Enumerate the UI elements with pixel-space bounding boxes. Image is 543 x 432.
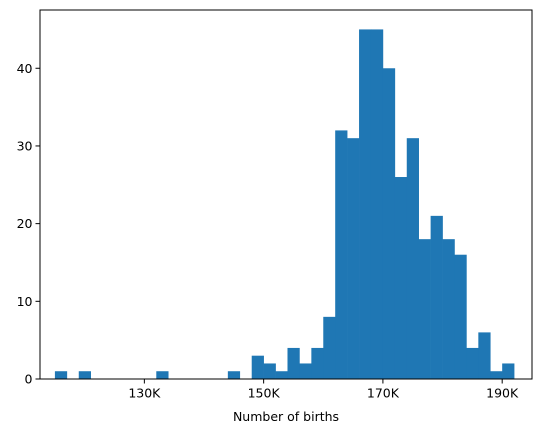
- y-tick-label: 10: [17, 294, 33, 309]
- y-tick-label: 40: [17, 61, 33, 76]
- histogram-bar: [299, 363, 312, 379]
- histogram-bar: [275, 371, 288, 379]
- histogram-bar: [263, 363, 276, 379]
- histogram-bar: [54, 371, 68, 379]
- histogram-bar: [335, 130, 348, 379]
- histogram-bar: [370, 29, 384, 379]
- histogram-bar: [251, 355, 264, 379]
- histogram-bar: [502, 363, 515, 379]
- y-tick-label: 30: [17, 138, 33, 153]
- histogram-bar: [490, 371, 503, 379]
- histogram-bar: [406, 138, 419, 379]
- histogram-bar: [156, 371, 169, 379]
- histogram-bar: [347, 138, 360, 379]
- histogram-bar: [430, 215, 443, 379]
- histogram-bar: [78, 371, 91, 379]
- histogram-bar: [287, 347, 300, 379]
- histogram-bar: [323, 316, 336, 379]
- histogram-bar: [227, 371, 241, 379]
- x-tick-label: 130K: [128, 386, 161, 401]
- x-tick-label: 190K: [486, 386, 519, 401]
- y-tick-label: 20: [17, 216, 33, 231]
- y-tick-label: 0: [25, 372, 33, 387]
- histogram-bar: [311, 347, 324, 379]
- histogram-bar: [359, 29, 372, 379]
- ticks-layer: 130K 150K 170K 190K 0 10 20 30 40: [17, 61, 519, 401]
- x-axis-label: Number of births: [233, 409, 339, 424]
- histogram-bar: [478, 332, 491, 379]
- histogram-bar: [466, 347, 479, 379]
- histogram-bar: [454, 254, 467, 379]
- x-tick-label: 170K: [367, 386, 400, 401]
- histogram-bar: [394, 177, 408, 379]
- x-tick-label: 150K: [248, 386, 281, 401]
- bars-layer: [54, 29, 515, 379]
- histogram-bar: [382, 68, 396, 379]
- histogram-bar: [418, 239, 431, 379]
- plot-area-frame: [39, 9, 533, 380]
- histogram-bar: [442, 239, 455, 379]
